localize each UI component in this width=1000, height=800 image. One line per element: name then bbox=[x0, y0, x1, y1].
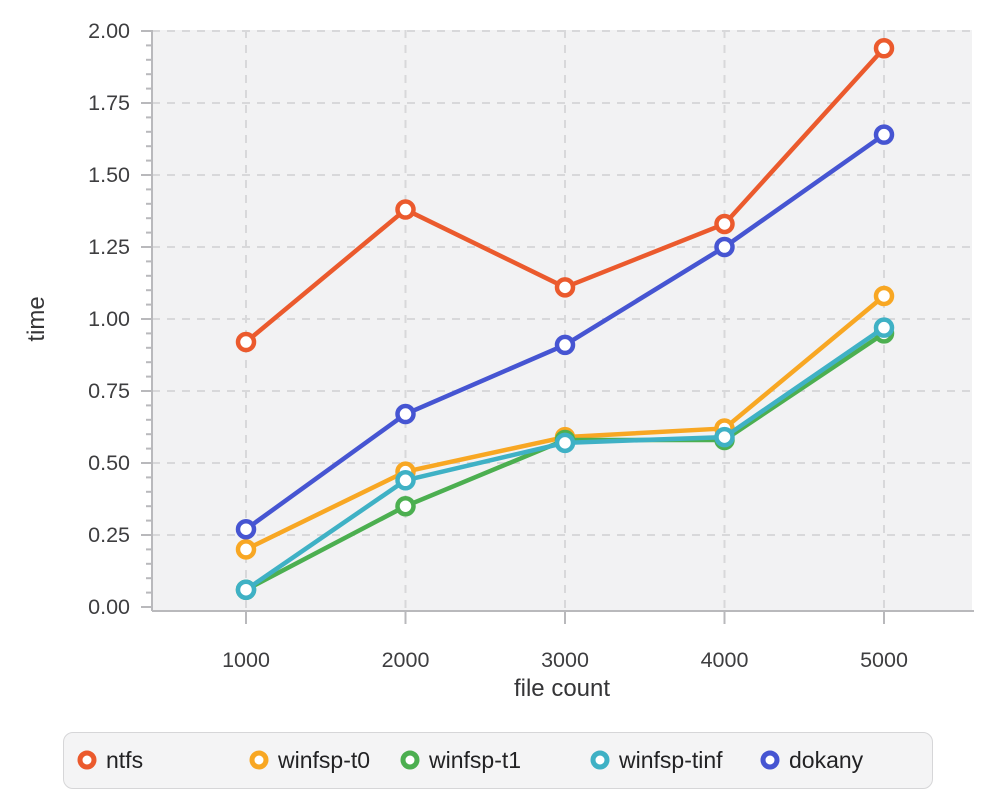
data-point-marker bbox=[554, 277, 576, 298]
data-point-marker bbox=[395, 199, 416, 220]
data-point-marker bbox=[554, 334, 576, 356]
x-tick-label: 3000 bbox=[541, 648, 589, 672]
legend-item-ntfs: ntfs bbox=[77, 733, 143, 787]
legend-marker-icon bbox=[249, 750, 269, 770]
y-tick-label: 2.00 bbox=[88, 19, 130, 43]
data-point-marker bbox=[235, 518, 257, 540]
data-point-marker bbox=[873, 285, 895, 307]
y-tick-label: 1.75 bbox=[88, 91, 130, 115]
data-point-marker bbox=[395, 470, 416, 491]
x-tick-label: 4000 bbox=[701, 648, 749, 672]
data-point-marker bbox=[395, 403, 416, 425]
x-tick-label: 5000 bbox=[860, 648, 908, 672]
legend-label: winfsp-tinf bbox=[619, 746, 723, 773]
data-point-marker bbox=[873, 124, 895, 145]
y-axis-label: time bbox=[23, 296, 50, 341]
open-circle-icon bbox=[249, 750, 269, 770]
data-point-marker bbox=[714, 213, 735, 235]
y-tick-label: 1.25 bbox=[88, 235, 130, 259]
series-winfsp-tinf bbox=[235, 317, 895, 600]
y-tick-label: 0.75 bbox=[88, 379, 130, 403]
y-tick-label: 1.50 bbox=[88, 163, 130, 187]
data-point-marker bbox=[714, 426, 735, 448]
y-tick-label: 1.00 bbox=[88, 307, 130, 331]
data-point-marker bbox=[235, 331, 257, 353]
plot-background-layer bbox=[152, 30, 972, 611]
series-dokany bbox=[235, 124, 895, 540]
data-point-marker bbox=[395, 495, 416, 517]
open-circle-icon bbox=[77, 750, 97, 770]
series-ntfs bbox=[235, 38, 895, 353]
data-point-marker bbox=[554, 432, 576, 454]
data-point-marker bbox=[235, 539, 257, 560]
legend-label: dokany bbox=[789, 746, 864, 773]
legend-label: winfsp-t0 bbox=[278, 746, 371, 773]
line-chart: 0.00 0.25 0.50 0.75 1.00 1.25 1.50 1.75 2.00 1000… bbox=[23, 19, 974, 702]
legend-item-winfsp-t1: winfsp-t1 bbox=[400, 733, 521, 787]
legend-item-winfsp-t0: winfsp-t0 bbox=[249, 733, 370, 787]
legend-label: ntfs bbox=[106, 746, 144, 773]
axis-layer bbox=[141, 30, 974, 624]
legend-item-winfsp-tinf: winfsp-tinf bbox=[590, 733, 723, 787]
data-point-marker bbox=[235, 579, 257, 600]
open-circle-icon bbox=[590, 750, 610, 770]
x-axis-label: file count bbox=[514, 675, 610, 702]
legend-label: winfsp-t1 bbox=[429, 746, 522, 773]
series-layer bbox=[235, 38, 895, 600]
open-circle-icon bbox=[400, 750, 420, 770]
data-point-marker bbox=[873, 38, 895, 59]
tick-label-layer: 0.00 0.25 0.50 0.75 1.00 1.25 1.50 1.75 2.00 1000… bbox=[88, 19, 908, 672]
legend-marker-icon bbox=[590, 750, 610, 770]
legend-marker-icon bbox=[760, 750, 780, 770]
y-tick-label: 0.25 bbox=[88, 523, 130, 547]
data-point-marker bbox=[873, 317, 895, 338]
gridline-layer bbox=[152, 30, 972, 611]
y-tick-label: 0.50 bbox=[88, 451, 130, 475]
x-tick-label: 1000 bbox=[222, 648, 270, 672]
open-circle-icon bbox=[760, 750, 780, 770]
y-tick-label: 0.00 bbox=[88, 595, 130, 619]
legend-marker-icon bbox=[400, 750, 420, 770]
legend-item-dokany: dokany bbox=[760, 733, 863, 787]
x-tick-label: 2000 bbox=[382, 648, 430, 672]
legend: ntfs winfsp-t0 winfsp-t1 winfsp-tinf dokany bbox=[63, 732, 933, 789]
plot-area bbox=[152, 30, 972, 611]
legend-marker-icon bbox=[77, 750, 97, 770]
data-point-marker bbox=[714, 236, 735, 258]
